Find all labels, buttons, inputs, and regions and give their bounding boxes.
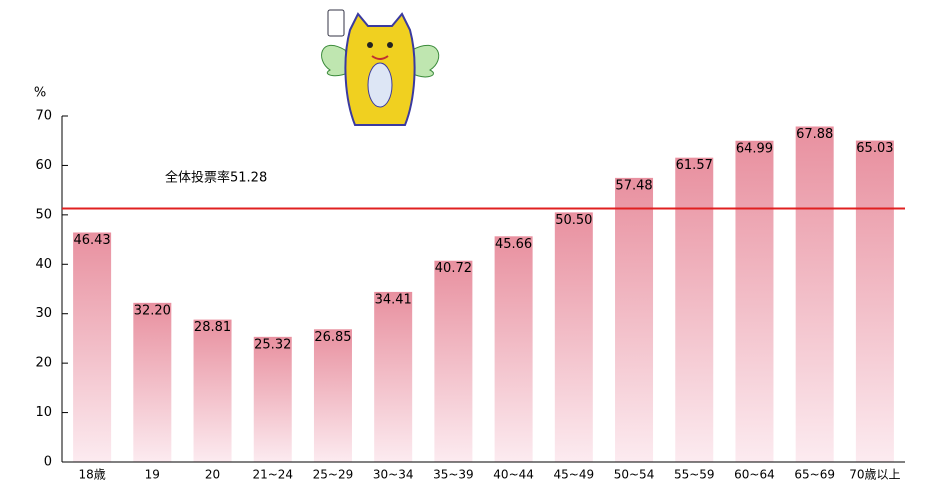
bar (495, 236, 533, 462)
x-tick-label: 19 (145, 468, 160, 482)
data-label: 50.50 (555, 213, 592, 228)
bar (555, 212, 593, 462)
bar (133, 303, 171, 462)
y-tick-label: 10 (35, 405, 52, 420)
x-tick-label: 35~39 (433, 468, 474, 482)
x-tick-label: 20 (205, 468, 220, 482)
x-tick-label: 50~54 (614, 468, 655, 482)
mascot (322, 10, 439, 125)
y-tick-label: 50 (35, 207, 52, 222)
data-label: 67.88 (796, 127, 833, 142)
bar (314, 329, 352, 462)
data-label: 46.43 (73, 233, 110, 248)
x-tick-label: 18歳 (78, 468, 105, 482)
y-tick-label: 20 (35, 356, 52, 371)
bar (675, 158, 713, 462)
x-tick-label: 55~59 (674, 468, 715, 482)
data-label: 25.32 (254, 337, 291, 352)
x-tick-label: 21~24 (252, 468, 293, 482)
x-tick-label: 40~44 (493, 468, 534, 482)
data-label: 40.72 (435, 261, 472, 276)
y-tick-label: 30 (35, 306, 52, 321)
data-label: 57.48 (615, 178, 652, 193)
y-tick-label: 40 (35, 257, 52, 272)
bar (194, 320, 232, 462)
data-label: 32.20 (134, 303, 171, 318)
y-tick-label: 70 (35, 109, 52, 124)
bar (73, 233, 111, 462)
x-tick-label: 65~69 (794, 468, 835, 482)
data-label: 34.41 (375, 292, 412, 307)
x-tick-label: 45~49 (554, 468, 595, 482)
y-tick-label: 60 (35, 158, 52, 173)
data-label: 45.66 (495, 237, 532, 252)
bar (254, 337, 292, 462)
data-label: 65.03 (856, 141, 893, 156)
bar (374, 292, 412, 462)
bar (796, 126, 834, 462)
x-tick-label: 25~29 (313, 468, 354, 482)
bar (856, 141, 894, 462)
data-label: 64.99 (736, 141, 773, 156)
data-label: 28.81 (194, 320, 231, 335)
x-tick-label: 60~64 (734, 468, 775, 482)
data-label: 61.57 (676, 158, 713, 173)
x-tick-label: 30~34 (373, 468, 414, 482)
y-tick-label: 0 (44, 455, 52, 470)
bar (615, 178, 653, 462)
x-tick-label: 70歳以上 (849, 468, 900, 482)
data-label: 26.85 (314, 330, 351, 345)
chart: % 18歳 19 20 21~24 25~29 30~34 35~39 40~44 45~49 5… (0, 0, 926, 484)
bar (735, 141, 773, 462)
y-unit: % (34, 86, 46, 101)
reference-label: 全体投票率51.28 (165, 170, 267, 186)
bar (434, 261, 472, 462)
